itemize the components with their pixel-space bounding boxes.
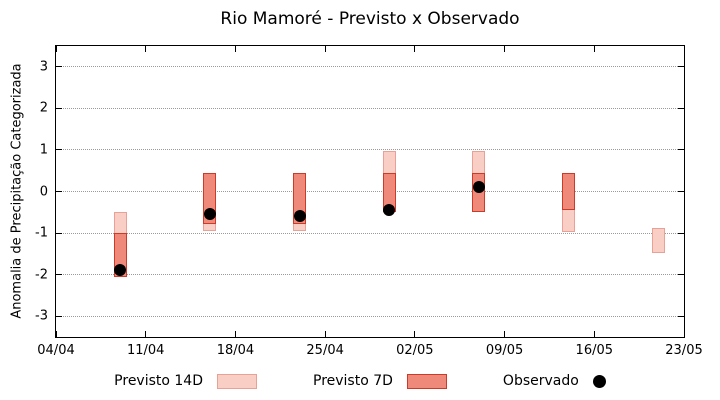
- x-tick-bottom: [324, 331, 326, 337]
- x-tick-label: 11/04: [126, 343, 165, 358]
- h-gridline: [56, 315, 684, 317]
- h-gridline: [56, 232, 684, 234]
- y-tick-left: [56, 315, 62, 317]
- y-tick-right: [678, 66, 684, 68]
- x-tick-label: 23/05: [665, 343, 703, 358]
- y-tick-right: [678, 315, 684, 317]
- y-tick-left: [56, 66, 62, 68]
- legend-item-observado: Observado: [503, 373, 606, 389]
- x-tick-label: 09/05: [485, 343, 524, 358]
- x-tick-top: [145, 46, 147, 52]
- x-tick-label: 16/05: [575, 343, 614, 358]
- y-tick-label: -2: [35, 267, 48, 283]
- x-tick-label: 18/04: [216, 343, 255, 358]
- x-tick-label: 02/05: [396, 343, 434, 358]
- y-tick-label: -3: [35, 308, 48, 324]
- y-tick-left: [56, 107, 62, 109]
- x-tick-bottom: [593, 331, 595, 337]
- observed-dot: [293, 210, 306, 223]
- x-tick-label: 25/04: [306, 343, 344, 358]
- legend: Previsto 14D Previsto 7D Observado: [45, 373, 675, 389]
- legend-label-previsto-14d: Previsto 14D: [114, 373, 203, 389]
- x-tick-bottom: [414, 331, 416, 337]
- x-tick-top: [683, 46, 685, 52]
- legend-item-previsto-14d: Previsto 14D: [114, 373, 257, 389]
- x-tick-label: 04/04: [37, 343, 75, 358]
- y-axis-label: Anomalia de Precipitação Categorizada: [9, 63, 25, 319]
- x-tick-top: [414, 46, 416, 52]
- x-tick-bottom: [234, 331, 236, 337]
- observed-dot: [383, 204, 396, 217]
- observed-dot: [203, 208, 216, 221]
- x-tick-top: [234, 46, 236, 52]
- y-tick-left: [56, 232, 62, 234]
- y-tick-left: [56, 149, 62, 151]
- x-tick-bottom: [504, 331, 506, 337]
- h-gridline: [56, 66, 684, 68]
- y-tick-left: [56, 274, 62, 276]
- x-tick-top: [55, 46, 57, 52]
- y-tick-left: [56, 191, 62, 192]
- legend-dot-observado: [592, 374, 606, 388]
- legend-swatch-previsto-14d: [217, 373, 257, 389]
- y-tick-label: 0: [39, 184, 48, 199]
- y-tick-right: [678, 232, 684, 234]
- legend-label-observado: Observado: [502, 373, 579, 389]
- observed-dot: [114, 264, 127, 277]
- chart-title: Rio Mamoré - Previsto x Observado: [220, 9, 520, 29]
- h-gridline: [56, 274, 684, 276]
- x-tick-top: [504, 46, 506, 52]
- observed-dot: [472, 181, 485, 194]
- x-tick-bottom: [55, 331, 57, 337]
- legend-item-previsto-7d: Previsto 7D: [313, 373, 447, 389]
- y-tick-label: 1: [39, 142, 48, 158]
- legend-swatch-previsto-7d: [406, 373, 447, 389]
- y-tick-right: [678, 107, 684, 109]
- y-tick-right: [678, 149, 684, 151]
- h-gridline: [56, 107, 684, 109]
- bar-previsto-14d: [651, 228, 665, 253]
- y-tick-label: -1: [35, 225, 48, 241]
- h-gridline: [56, 191, 684, 192]
- bar-previsto-7d: [562, 172, 576, 211]
- x-tick-top: [324, 46, 326, 52]
- y-tick-right: [678, 191, 684, 192]
- y-tick-right: [678, 274, 684, 276]
- x-tick-top: [593, 46, 595, 52]
- y-tick-label: 2: [39, 100, 48, 116]
- legend-label-previsto-7d: Previsto 7D: [313, 373, 393, 389]
- x-tick-bottom: [145, 331, 147, 337]
- h-gridline: [56, 149, 684, 151]
- y-tick-label: 3: [39, 59, 48, 75]
- x-tick-bottom: [683, 331, 685, 337]
- plot-area: -3 -2 -1 0 1 2 3 04/04 11/04 18/04 25/04 02/05 09/05…: [35, 45, 703, 358]
